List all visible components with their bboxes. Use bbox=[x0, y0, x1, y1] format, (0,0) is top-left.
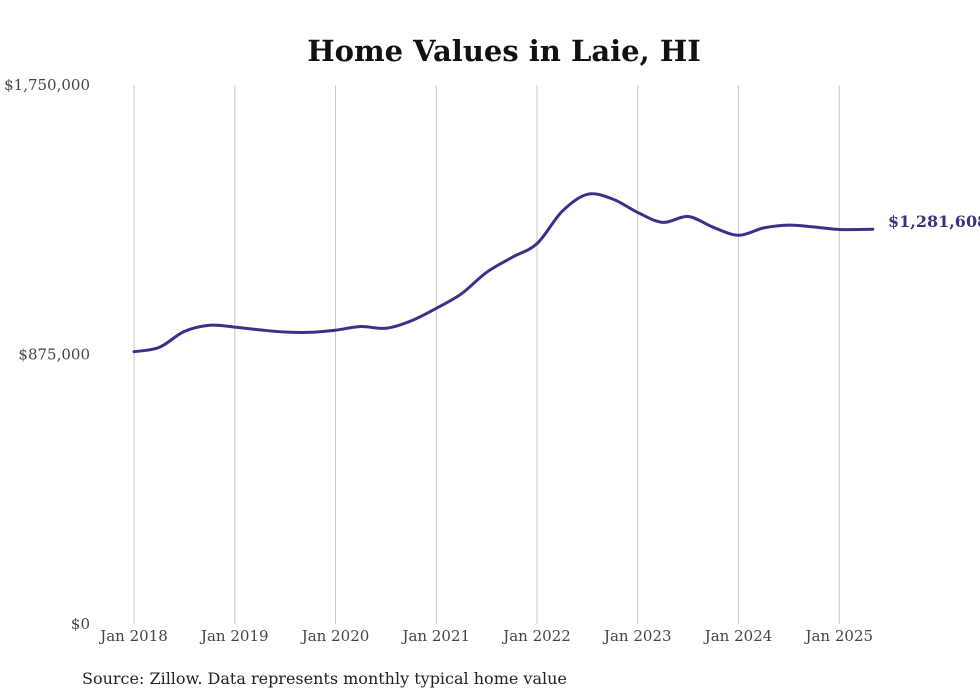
home-value-line bbox=[132, 192, 875, 354]
y-tick-label: $1,750,000 bbox=[4, 76, 90, 94]
x-tick-label: Jan 2019 bbox=[199, 627, 269, 645]
end-value-label: $1,281,608 bbox=[888, 212, 980, 231]
x-tick-label: Jan 2021 bbox=[400, 627, 470, 645]
x-tick-label: Jan 2018 bbox=[98, 627, 168, 645]
y-axis-ticks: $0 $875,000 $1,750,000 bbox=[4, 76, 90, 633]
y-tick-label: $0 bbox=[71, 615, 90, 633]
y-tick-label: $875,000 bbox=[18, 346, 90, 364]
x-tick-label: Jan 2024 bbox=[703, 627, 773, 645]
x-axis-ticks: Jan 2018 Jan 2019 Jan 2020 Jan 2021 Jan 2022… bbox=[98, 627, 873, 645]
source-note: Source: Zillow. Data represents monthly … bbox=[82, 669, 567, 688]
x-tick-label: Jan 2022 bbox=[501, 627, 571, 645]
x-tick-label: Jan 2025 bbox=[803, 627, 873, 645]
chart-title: Home Values in Laie, HI bbox=[307, 34, 701, 68]
gridlines bbox=[133, 85, 840, 624]
x-tick-label: Jan 2020 bbox=[300, 627, 370, 645]
x-tick-label: Jan 2023 bbox=[602, 627, 672, 645]
